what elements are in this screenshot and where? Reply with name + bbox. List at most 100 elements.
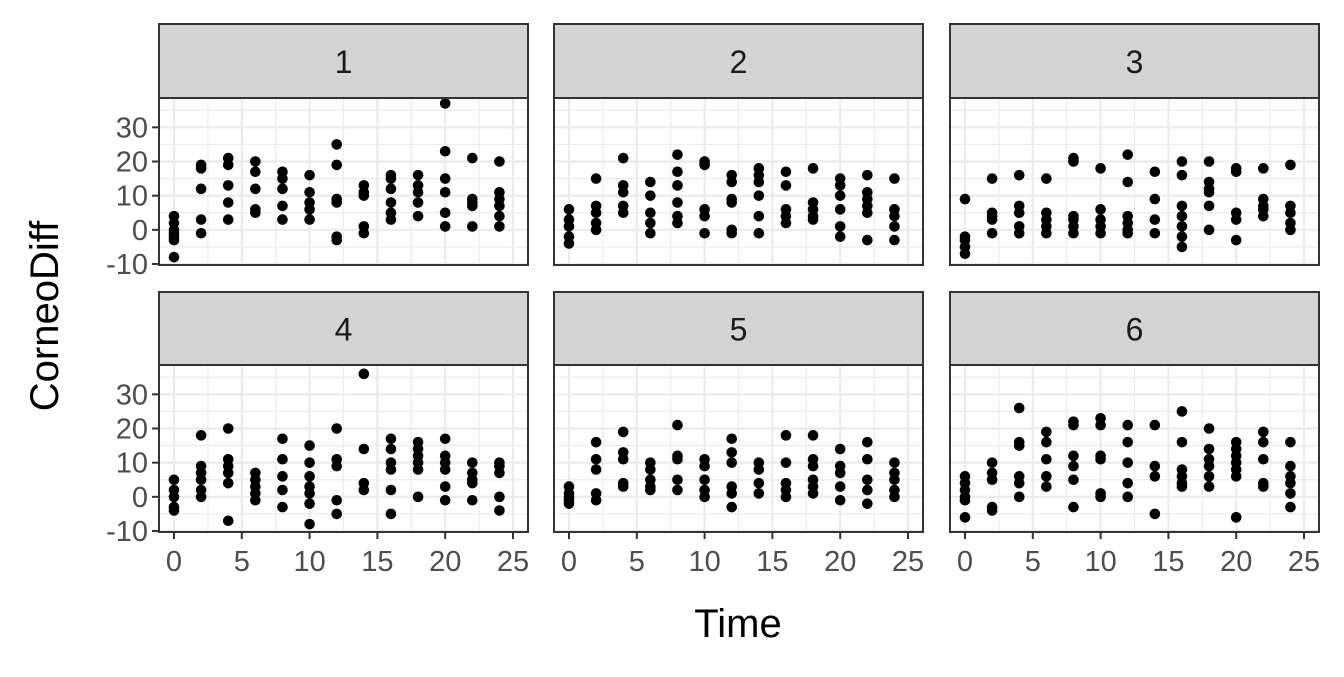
data-point: [1068, 450, 1079, 462]
facet-strip: [553, 23, 924, 99]
facet-strip: [949, 291, 1320, 366]
data-point: [1122, 227, 1134, 239]
x-tick-label: 25: [892, 546, 924, 578]
data-point: [617, 481, 629, 492]
data-point: [168, 234, 180, 246]
data-point: [1176, 241, 1188, 253]
data-point: [1176, 200, 1188, 212]
data-point: [617, 186, 629, 198]
data-point: [590, 494, 602, 506]
data-point: [250, 156, 261, 167]
data-point: [222, 159, 234, 171]
data-point: [1095, 204, 1106, 215]
panel-border: [553, 364, 924, 533]
data-point: [412, 169, 424, 181]
data-point: [331, 159, 343, 171]
data-point: [412, 186, 424, 198]
data-point: [1203, 481, 1215, 492]
data-point: [780, 491, 792, 503]
data-point: [358, 190, 370, 201]
data-point: [385, 464, 397, 475]
data-point: [439, 433, 451, 445]
data-point: [1176, 231, 1188, 242]
data-point: [1149, 214, 1161, 225]
data-point: [222, 197, 234, 208]
data-point: [590, 436, 602, 448]
panel-border: [158, 97, 529, 266]
data-point: [959, 494, 971, 506]
data-point: [304, 488, 315, 499]
data-point: [699, 210, 710, 222]
facet-strip-label: 3: [1126, 44, 1144, 80]
data-point: [494, 221, 505, 232]
data-point: [1149, 166, 1161, 178]
data-point: [1068, 460, 1079, 472]
y-tick-label: 10: [116, 181, 148, 213]
data-point: [753, 190, 765, 201]
data-point: [1176, 481, 1188, 492]
data-point: [807, 460, 819, 472]
data-point: [439, 145, 451, 157]
data-point: [645, 207, 656, 219]
data-point: [331, 460, 343, 472]
data-point: [645, 176, 656, 188]
data-point: [672, 166, 683, 178]
data-point: [807, 214, 819, 225]
data-point: [780, 430, 792, 441]
data-point: [277, 200, 288, 212]
data-point: [304, 204, 315, 215]
data-point: [358, 368, 370, 380]
x-axis-title: Time: [694, 602, 781, 646]
y-tick-label: 20: [116, 147, 148, 179]
data-point: [467, 477, 478, 489]
data-point: [1122, 176, 1134, 188]
data-point: [1149, 508, 1161, 520]
data-point: [1013, 477, 1025, 489]
data-point: [1095, 491, 1106, 503]
data-point: [1095, 453, 1106, 465]
facet-strip-label: 6: [1126, 312, 1144, 348]
data-point: [889, 457, 900, 468]
data-point: [304, 518, 315, 530]
data-point: [358, 227, 370, 239]
facet-strip-label: 5: [730, 312, 748, 348]
data-point: [726, 227, 738, 239]
panel-border: [158, 364, 529, 533]
data-point: [1041, 227, 1052, 239]
data-point: [304, 457, 315, 468]
data-point: [195, 491, 207, 503]
data-point: [672, 149, 683, 160]
data-point: [1041, 426, 1052, 438]
data-point: [1149, 460, 1161, 472]
data-point: [277, 484, 288, 496]
data-point: [807, 430, 819, 441]
data-point: [304, 186, 315, 198]
data-point: [385, 173, 397, 184]
facet-strip: [158, 23, 529, 99]
data-point: [277, 501, 288, 513]
data-point: [862, 436, 873, 448]
data-point: [1041, 471, 1052, 482]
data-point: [494, 505, 505, 516]
x-tick-label: 25: [497, 546, 529, 578]
data-point: [250, 207, 261, 219]
data-point: [726, 457, 738, 468]
data-point: [494, 156, 505, 167]
x-tick-label: 15: [1152, 546, 1184, 578]
data-point: [1203, 224, 1215, 236]
data-point: [1122, 419, 1134, 431]
data-point: [645, 484, 656, 496]
facet-strip-label: 1: [335, 44, 353, 80]
data-point: [412, 491, 424, 503]
data-point: [494, 467, 505, 479]
x-tick-label: 20: [1220, 546, 1252, 578]
data-point: [168, 491, 180, 503]
data-point: [834, 204, 846, 215]
data-point: [862, 474, 873, 486]
data-point: [222, 467, 234, 479]
facet-panel-2: 2: [553, 23, 924, 266]
data-point: [439, 494, 451, 506]
data-point: [862, 169, 873, 181]
x-tick-label: 15: [361, 546, 393, 578]
